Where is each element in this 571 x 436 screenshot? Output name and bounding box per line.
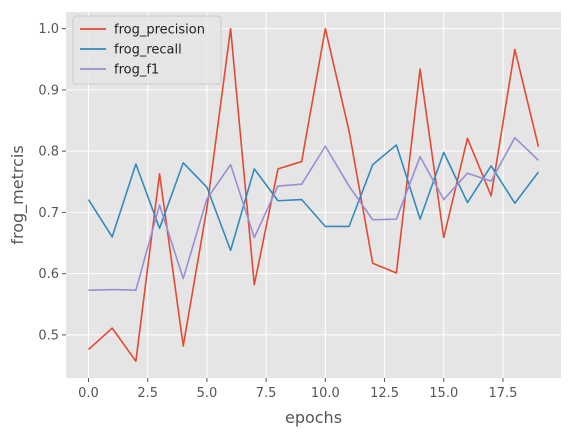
- x-tick-label: 7.5: [256, 386, 277, 401]
- y-tick-label: 0.8: [38, 145, 59, 160]
- x-axis: 0.0 2.5 5.0 7.5 10.0 12.5 15.0 17.5: [78, 378, 517, 401]
- y-tick-label: 0.6: [38, 267, 59, 282]
- y-tick-label: 0.9: [38, 83, 59, 98]
- legend-entry: frog_f1: [114, 63, 159, 78]
- x-tick-label: 2.5: [137, 386, 158, 401]
- series-layer: [87, 27, 540, 363]
- y-axis: 0.5 0.6 0.7 0.8 0.9 1.0: [38, 22, 66, 343]
- x-tick-label: 0.0: [78, 386, 99, 401]
- y-tick-label: 1.0: [38, 22, 59, 37]
- legend: frog_precision frog_recall frog_f1: [72, 15, 222, 85]
- x-tick-label: 5.0: [197, 386, 218, 401]
- legend-entry: frog_recall: [114, 43, 182, 58]
- x-tick-label: 10.0: [311, 386, 340, 401]
- series-line-frog-f1: [88, 136, 540, 291]
- legend-entry: frog_precision: [114, 23, 205, 38]
- y-tick-label: 0.7: [38, 206, 59, 221]
- x-tick-label: 15.0: [429, 386, 458, 401]
- y-tick-label: 0.5: [38, 328, 59, 343]
- y-axis-label: frog_metrcis: [8, 145, 28, 244]
- x-tick-label: 17.5: [488, 386, 517, 401]
- series-line-frog-precision: [87, 27, 540, 363]
- legend-box: [72, 15, 222, 85]
- x-tick-label: 12.5: [370, 386, 399, 401]
- x-axis-label: epochs: [285, 408, 342, 427]
